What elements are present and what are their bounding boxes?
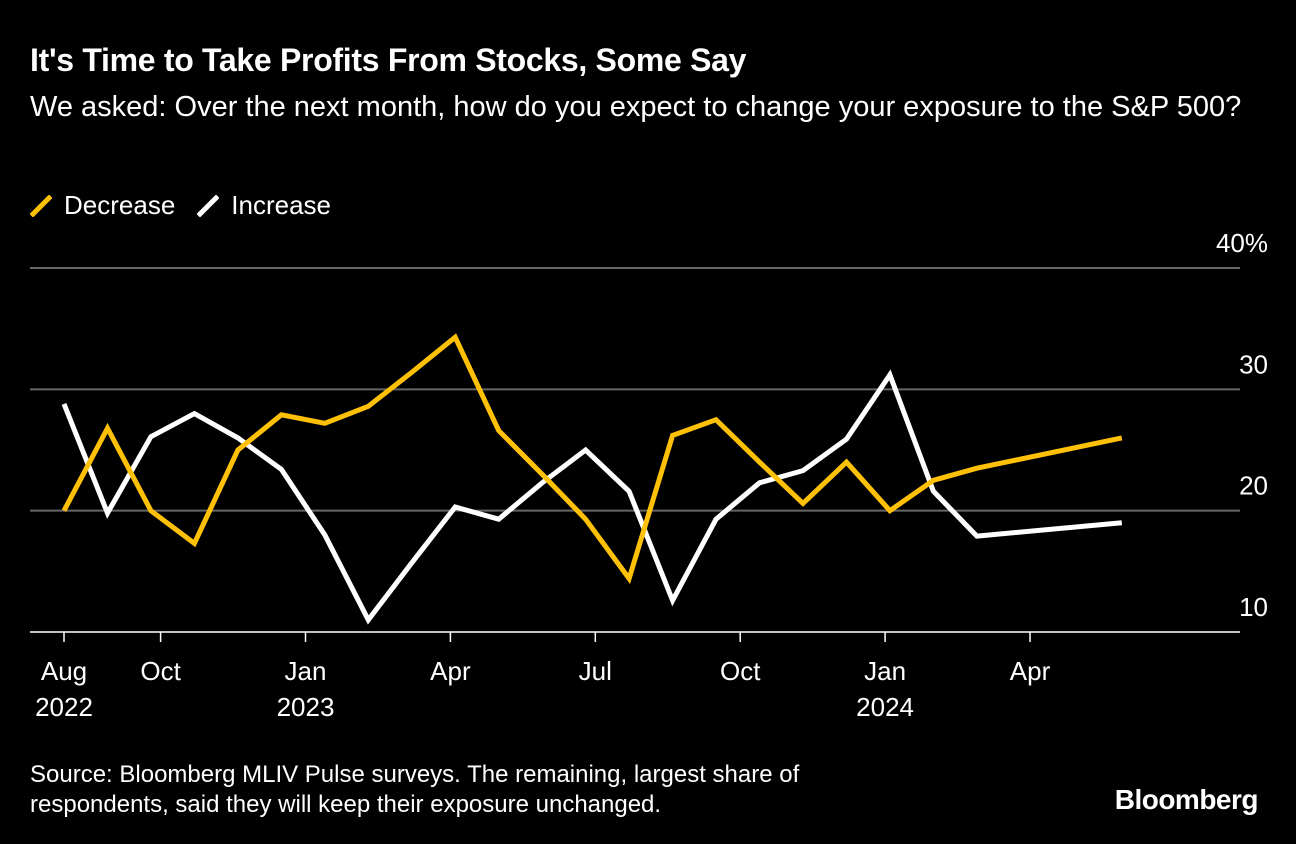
source-note: Source: Bloomberg MLIV Pulse surveys. Th… bbox=[30, 761, 800, 818]
chart-subtitle: We asked: Over the next month, how do yo… bbox=[30, 91, 1242, 123]
chart-title: It's Time to Take Profits From Stocks, S… bbox=[30, 42, 747, 78]
bloomberg-logo: Bloomberg bbox=[1114, 784, 1259, 815]
x-tick-label: Jul bbox=[579, 656, 612, 686]
x-tick-label: Jan bbox=[285, 656, 327, 686]
x-tick-label: Oct bbox=[720, 656, 761, 686]
y-tick-label: 10 bbox=[1239, 592, 1268, 622]
legend-item-increase: Increase bbox=[197, 190, 331, 221]
x-tick-label: Apr bbox=[430, 656, 471, 686]
legend-item-decrease: Decrease bbox=[30, 190, 175, 221]
series-line-increase bbox=[61, 369, 1123, 625]
x-tick-label: Oct bbox=[140, 656, 181, 686]
chart-legend: Decrease Increase bbox=[30, 190, 353, 221]
legend-label-increase: Increase bbox=[231, 190, 332, 220]
x-tick-label: Apr bbox=[1010, 656, 1051, 686]
y-tick-label: 30 bbox=[1239, 349, 1268, 379]
x-tick-label: Jan bbox=[864, 656, 906, 686]
x-tick-year-label: 2024 bbox=[856, 692, 914, 722]
y-tick-label: 40% bbox=[1216, 228, 1268, 258]
x-tick-year-label: 2023 bbox=[277, 692, 335, 722]
legend-label-decrease: Decrease bbox=[64, 190, 176, 220]
x-tick-label: Aug bbox=[41, 656, 87, 686]
y-tick-label: 20 bbox=[1239, 471, 1268, 501]
x-tick-year-label: 2022 bbox=[35, 692, 93, 722]
legend-swatch-increase bbox=[197, 194, 220, 217]
series-line-decrease bbox=[61, 333, 1123, 585]
legend-swatch-decrease bbox=[30, 194, 52, 217]
